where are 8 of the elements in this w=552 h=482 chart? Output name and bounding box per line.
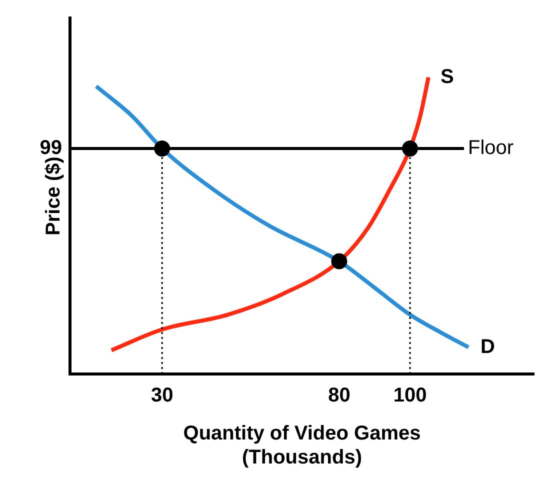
series-label: S xyxy=(440,66,454,88)
x-tick-label: 80 xyxy=(328,384,350,407)
y-axis-title: Price ($) xyxy=(42,156,65,236)
series-label: D xyxy=(480,336,495,358)
ref-line-label: Floor xyxy=(468,137,514,160)
x-axis-title: Quantity of Video Games (Thousands) xyxy=(183,422,421,469)
x-tick-label: 30 xyxy=(150,384,174,407)
x-tick-label: 100 xyxy=(393,384,427,407)
